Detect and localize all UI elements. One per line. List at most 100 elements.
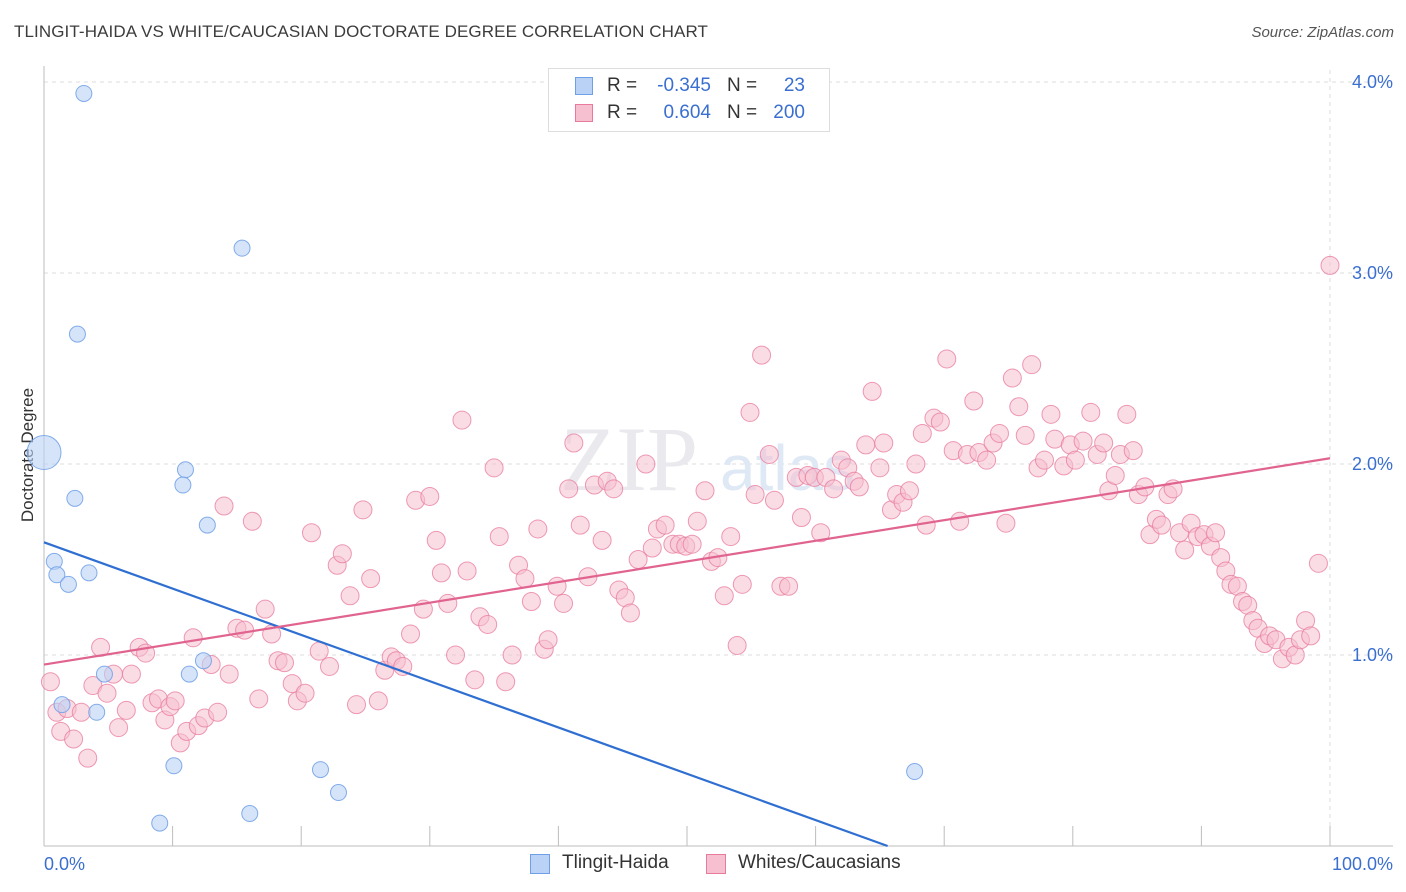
- x-tick-label-right: 100.0%: [1332, 854, 1393, 874]
- white-caucasian-point: [759, 444, 779, 464]
- white-caucasian-point: [452, 410, 472, 430]
- white-caucasian-point: [1041, 404, 1061, 424]
- y-tick-label: 3.0%: [1352, 263, 1393, 283]
- white-caucasian-point: [165, 691, 185, 711]
- tlingit-haida-point: [66, 489, 84, 507]
- white-caucasian-point: [721, 527, 741, 547]
- bottom-legend-label: Whites/Caucasians: [738, 852, 901, 873]
- tlingit-haida-point: [311, 761, 329, 779]
- tlingit-haida-point: [88, 703, 106, 721]
- white-caucasian-point: [752, 345, 772, 365]
- white-caucasian-point: [208, 702, 228, 722]
- tlingit-haida-point: [233, 239, 251, 257]
- y-tick-label: 1.0%: [1352, 645, 1393, 665]
- white-caucasian-point: [824, 479, 844, 499]
- white-caucasian-point: [121, 664, 141, 684]
- white-caucasian-point: [874, 433, 894, 453]
- legend-n-label: N =: [727, 75, 758, 96]
- white-caucasian-point: [319, 656, 339, 676]
- white-caucasian-point: [496, 672, 516, 692]
- white-caucasian-point: [438, 593, 458, 613]
- tlingit-haida-point: [80, 564, 98, 582]
- source-credit: Source: ZipAtlas.com: [1251, 24, 1394, 41]
- watermark-zip: ZIP: [560, 408, 698, 510]
- tlingit-haida-points: [26, 84, 924, 832]
- white-caucasian-point: [764, 490, 784, 510]
- white-caucasian-point: [64, 729, 84, 749]
- white-caucasian-point: [183, 628, 203, 648]
- tlingit-haida-point: [151, 814, 169, 832]
- white-caucasian-point: [78, 748, 98, 768]
- tlingit-haida-point: [329, 784, 347, 802]
- bottom-legend-swatch-pink: [706, 854, 726, 874]
- white-caucasian-point: [912, 423, 932, 443]
- white-caucasian-point: [274, 653, 294, 673]
- y-tick-label: 2.0%: [1352, 454, 1393, 474]
- y-tick-label: 4.0%: [1352, 72, 1393, 92]
- white-caucasian-point: [1081, 402, 1101, 422]
- white-caucasian-point: [242, 511, 262, 531]
- white-caucasian-point: [862, 381, 882, 401]
- legend-n-label: N =: [727, 102, 758, 123]
- white-caucasian-point: [219, 664, 239, 684]
- white-caucasian-point: [1065, 450, 1085, 470]
- white-caucasian-point: [478, 614, 498, 634]
- white-caucasian-point: [255, 599, 275, 619]
- white-caucasian-point: [791, 507, 811, 527]
- white-caucasian-point: [695, 481, 715, 501]
- white-caucasian-point: [559, 479, 579, 499]
- white-caucasian-point: [420, 486, 440, 506]
- white-caucasian-point: [295, 683, 315, 703]
- tlingit-haida-point: [194, 652, 212, 670]
- tlingit-haida-point: [53, 696, 71, 714]
- white-caucasian-point: [340, 586, 360, 606]
- white-caucasian-point: [899, 481, 919, 501]
- tlingit-haida-point: [241, 805, 259, 823]
- white-caucasian-point: [604, 479, 624, 499]
- white-caucasian-point: [620, 603, 640, 623]
- axes: [43, 66, 1393, 847]
- white-caucasian-point: [446, 645, 466, 665]
- tlingit-haida-point: [906, 763, 924, 781]
- white-caucasian-point: [906, 454, 926, 474]
- white-caucasian-point: [547, 576, 567, 596]
- x-tick-label-left: 0.0%: [44, 854, 85, 874]
- white-caucasian-point: [1015, 425, 1035, 445]
- white-caucasian-point: [687, 511, 707, 531]
- white-caucasian-point: [426, 530, 446, 550]
- white-caucasian-point: [745, 485, 765, 505]
- white-caucasian-point: [964, 391, 984, 411]
- white-caucasian-point: [361, 569, 381, 589]
- white-caucasian-point: [368, 691, 388, 711]
- white-caucasian-point: [489, 527, 509, 547]
- tlingit-haida-trendline: [43, 541, 888, 848]
- tlingit-haida-point: [180, 665, 198, 683]
- white-caucasian-point: [484, 458, 504, 478]
- tlingit-haida-point: [176, 461, 194, 479]
- white-caucasian-point: [636, 454, 656, 474]
- white-caucasian-point: [570, 515, 590, 535]
- white-caucasian-point: [977, 450, 997, 470]
- legend-r-label: R =: [607, 75, 638, 96]
- white-caucasian-point: [71, 702, 91, 722]
- white-caucasian-point: [502, 645, 522, 665]
- tlingit-haida-point: [174, 476, 192, 494]
- white-caucasian-point: [1175, 540, 1195, 560]
- tlingit-haida-point: [48, 566, 66, 584]
- legend-swatch-blue: [575, 77, 593, 95]
- legend-r-label: R =: [607, 102, 638, 123]
- white-caucasian-point: [1117, 404, 1137, 424]
- tlingit-haida-point: [59, 575, 77, 593]
- legend-n-value: 200: [773, 102, 805, 123]
- white-caucasian-point: [592, 530, 612, 550]
- legend-swatch-pink: [575, 104, 593, 122]
- tlingit-haida-point: [75, 84, 93, 102]
- white-caucasian-point: [1073, 431, 1093, 451]
- white-caucasian-point: [732, 574, 752, 594]
- white-caucasian-point: [564, 433, 584, 453]
- bottom-legend-label: Tlingit-Haida: [562, 852, 669, 873]
- white-caucasian-point: [1123, 441, 1143, 461]
- legend-n-value: 23: [783, 75, 805, 96]
- white-caucasian-point: [332, 544, 352, 564]
